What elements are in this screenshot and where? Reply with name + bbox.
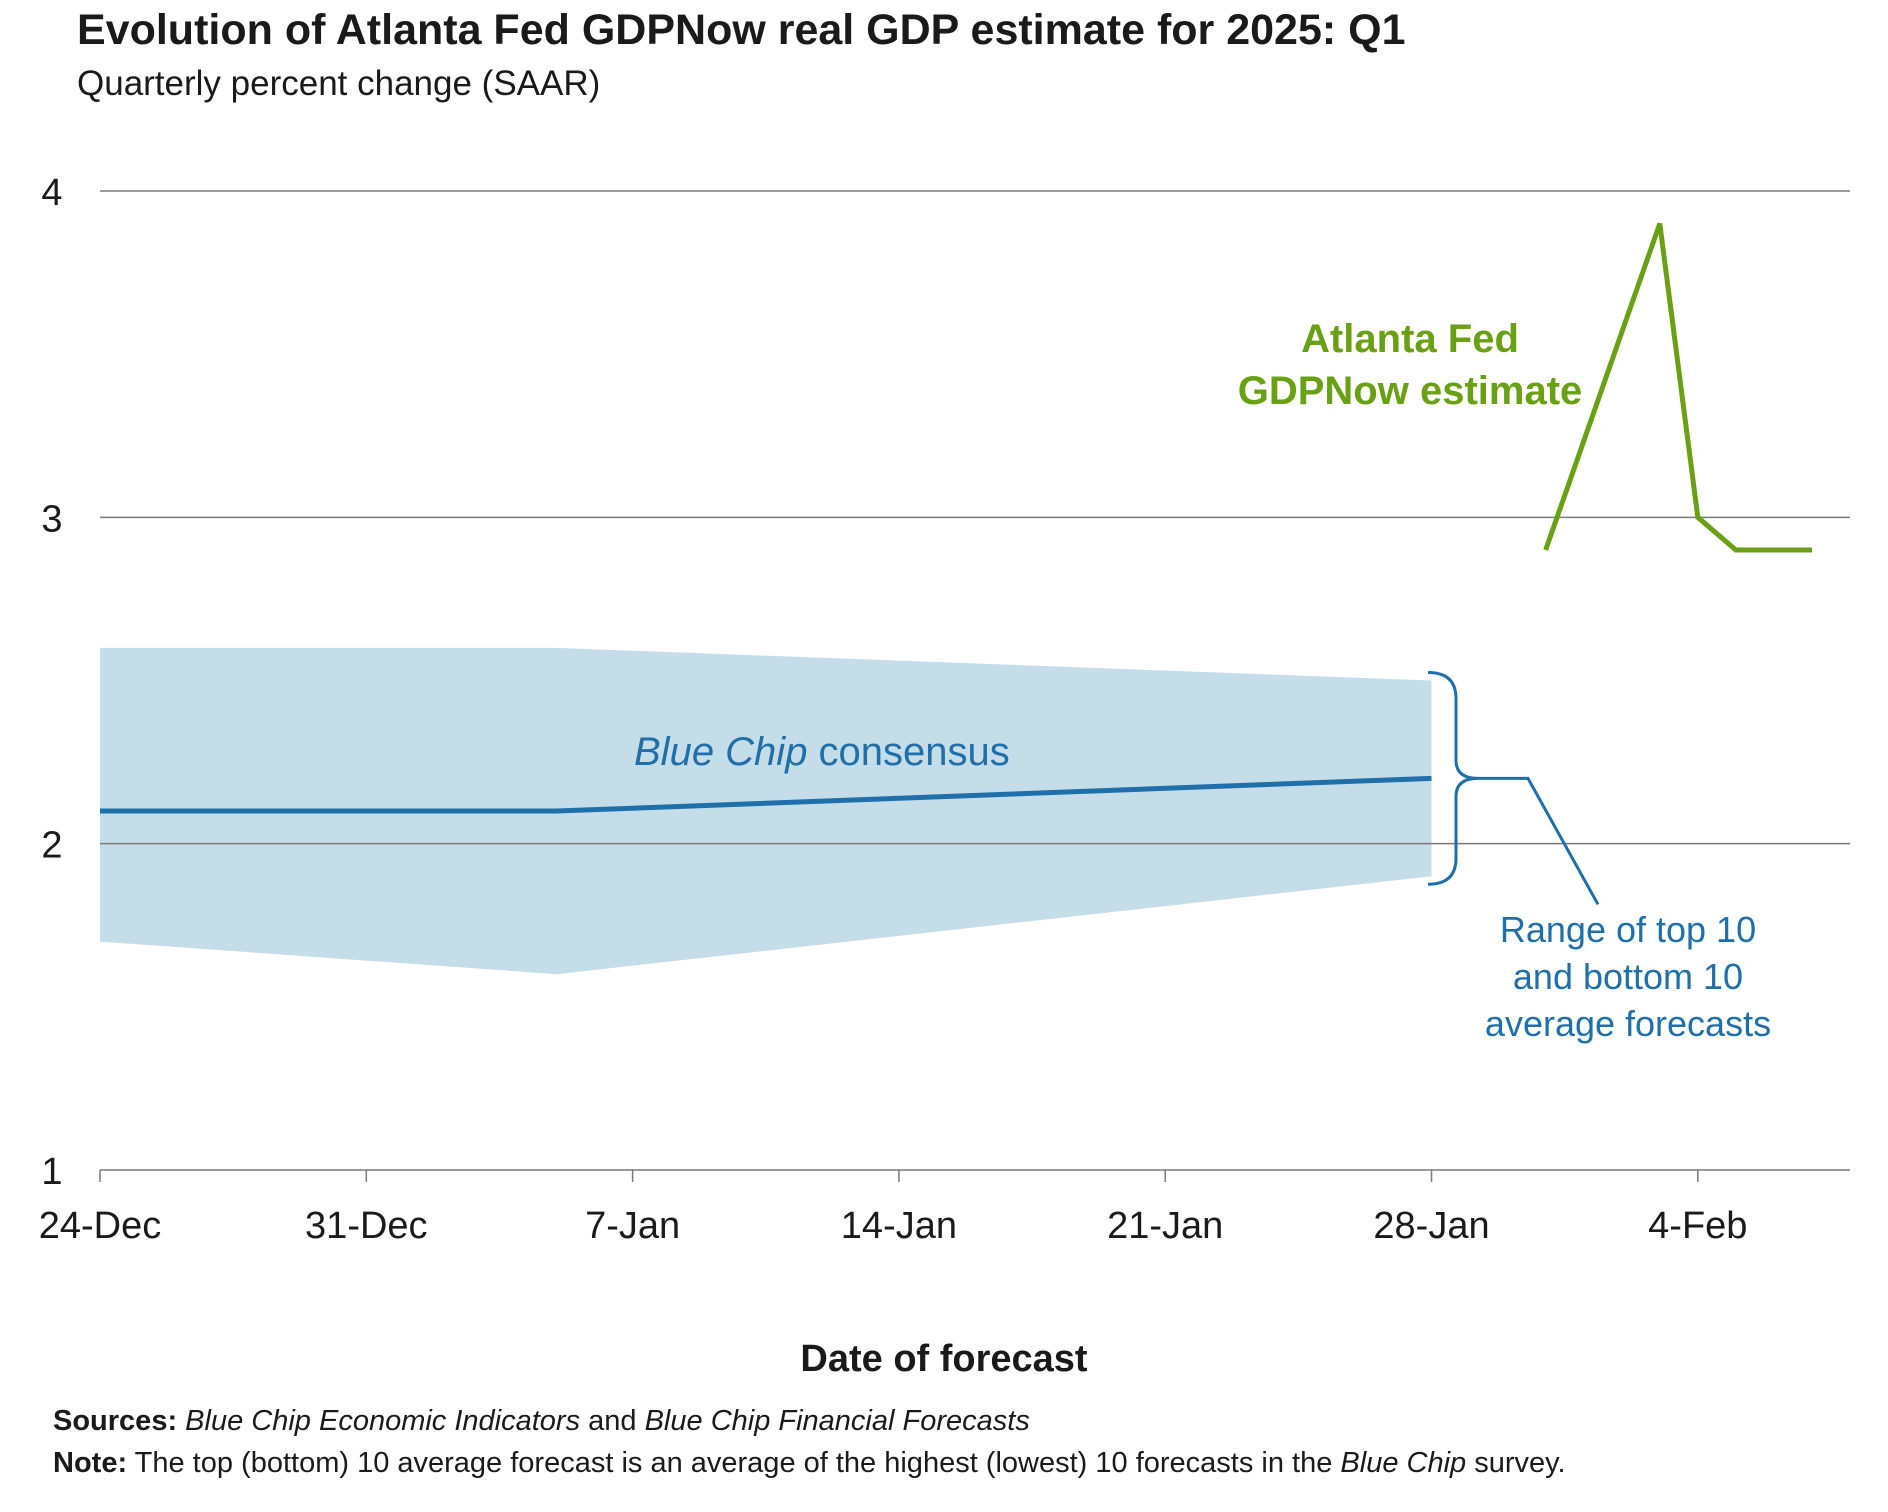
y-tick-label: 1: [41, 1151, 62, 1193]
sources-label: Sources:: [53, 1405, 178, 1437]
bluechip-label-rest: consensus: [807, 730, 1009, 774]
note-line: Note: The top (bottom) 10 average foreca…: [53, 1442, 1853, 1484]
chart-subtitle: Quarterly percent change (SAAR): [77, 64, 601, 103]
x-tick-label: 4-Feb: [1648, 1205, 1747, 1247]
note-text-italic: Blue Chip: [1340, 1447, 1467, 1479]
y-tick-label: 3: [41, 498, 62, 540]
gdpnow-series-label: Atlanta Fed: [1301, 317, 1519, 361]
range-label: Range of top 10: [1500, 909, 1756, 950]
x-tick-label: 21-Jan: [1107, 1205, 1223, 1247]
x-tick-label: 7-Jan: [585, 1205, 680, 1247]
note-label: Note:: [53, 1447, 128, 1479]
forecast-range-band: [100, 647, 1432, 975]
range-bracket: [1427, 671, 1479, 886]
gdpnow-line: [1543, 222, 1812, 553]
x-tick-label: 28-Jan: [1373, 1205, 1489, 1247]
sources-text-1: Blue Chip Economic Indicators: [185, 1405, 581, 1437]
range-label: average forecasts: [1485, 1003, 1771, 1044]
x-tick-label: 24-Dec: [39, 1205, 162, 1247]
sources-line: Sources: Blue Chip Economic Indicators a…: [53, 1400, 1853, 1442]
sources-note: Sources: Blue Chip Economic Indicators a…: [53, 1400, 1853, 1484]
bluechip-consensus-line: [100, 775, 1432, 814]
x-tick-label: 31-Dec: [305, 1205, 428, 1247]
gdpnow-series-label: GDPNow estimate: [1238, 369, 1583, 413]
range-label: and bottom 10: [1513, 956, 1743, 997]
sources-and: and: [580, 1405, 645, 1437]
sources-text-2: Blue Chip Financial Forecasts: [644, 1405, 1030, 1437]
bluechip-series-label: Blue Chip consensus: [634, 730, 1010, 774]
x-tick-label: 14-Jan: [841, 1205, 957, 1247]
note-text-2: survey.: [1466, 1447, 1566, 1479]
x-axis-title: Date of forecast: [800, 1338, 1088, 1380]
chart-title: Evolution of Atlanta Fed GDPNow real GDP…: [77, 6, 1406, 54]
note-text-1: The top (bottom) 10 average forecast is …: [127, 1447, 1341, 1479]
bluechip-label-italic: Blue Chip: [634, 730, 807, 774]
range-leader-line: [1478, 776, 1600, 906]
y-tick-label: 4: [41, 172, 62, 214]
y-tick-label: 2: [41, 825, 62, 867]
gdp-chart: 1 2 3 4 24-Dec 31-Dec 7-Jan 14-Jan 21-Jan 28-Jan 4…: [39, 172, 1850, 1247]
